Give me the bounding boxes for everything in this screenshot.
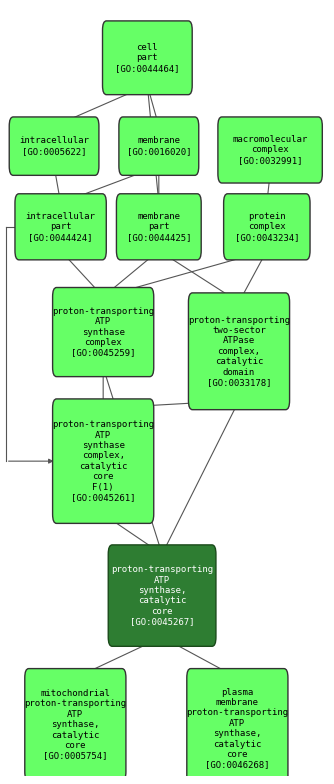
Text: proton-transporting
ATP
synthase
complex,
catalytic
core
F(1)
[GO:0045261]: proton-transporting ATP synthase complex… (52, 420, 154, 502)
FancyBboxPatch shape (52, 288, 154, 376)
Text: plasma
membrane
proton-transporting
ATP
synthase,
catalytic
core
[GO:0046268]: plasma membrane proton-transporting ATP … (186, 688, 289, 769)
FancyBboxPatch shape (117, 194, 201, 260)
Text: membrane
part
[GO:0044425]: membrane part [GO:0044425] (127, 212, 191, 241)
Text: cell
part
[GO:0044464]: cell part [GO:0044464] (115, 43, 180, 73)
FancyBboxPatch shape (52, 399, 154, 524)
FancyBboxPatch shape (25, 669, 126, 781)
FancyBboxPatch shape (188, 293, 290, 410)
Text: protein
complex
[GO:0043234]: protein complex [GO:0043234] (234, 212, 299, 241)
Text: intracellular
part
[GO:0044424]: intracellular part [GO:0044424] (26, 212, 96, 241)
Text: proton-transporting
two-sector
ATPase
complex,
catalytic
domain
[GO:0033178]: proton-transporting two-sector ATPase co… (188, 316, 290, 387)
Text: membrane
[GO:0016020]: membrane [GO:0016020] (127, 136, 191, 156)
FancyBboxPatch shape (119, 117, 199, 176)
Text: mitochondrial
proton-transporting
ATP
synthase,
catalytic
core
[GO:0005754]: mitochondrial proton-transporting ATP sy… (24, 689, 126, 760)
FancyBboxPatch shape (15, 194, 106, 260)
FancyBboxPatch shape (108, 545, 216, 646)
FancyBboxPatch shape (218, 117, 322, 183)
Text: proton-transporting
ATP
synthase,
catalytic
core
[GO:0045267]: proton-transporting ATP synthase, cataly… (111, 565, 213, 626)
FancyBboxPatch shape (9, 117, 99, 176)
FancyBboxPatch shape (103, 21, 192, 95)
FancyBboxPatch shape (224, 194, 310, 260)
Text: macromolecular
complex
[GO:0032991]: macromolecular complex [GO:0032991] (232, 135, 308, 165)
Text: intracellular
[GO:0005622]: intracellular [GO:0005622] (19, 136, 89, 156)
FancyBboxPatch shape (187, 669, 288, 784)
Text: proton-transporting
ATP
synthase
complex
[GO:0045259]: proton-transporting ATP synthase complex… (52, 307, 154, 358)
